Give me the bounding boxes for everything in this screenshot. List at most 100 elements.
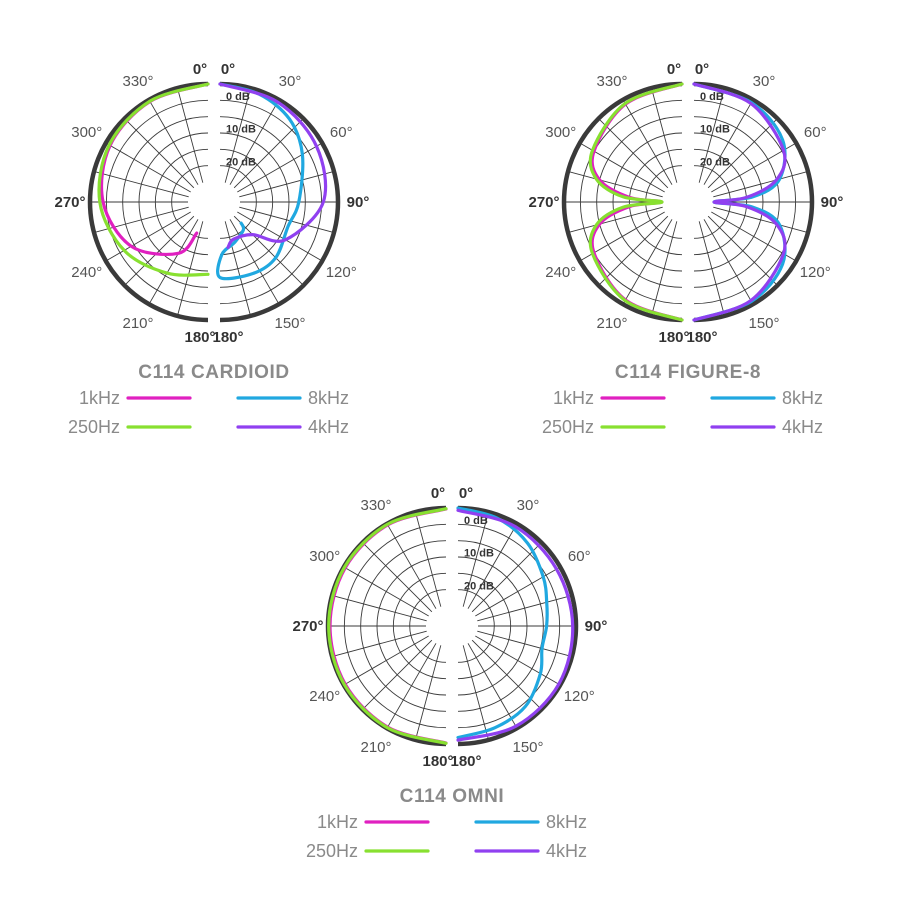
angle-label: 180° (422, 753, 453, 770)
angle-label: 60° (804, 124, 827, 141)
grid-ray (362, 542, 433, 613)
angle-label: 60° (330, 124, 353, 141)
legend-label: 8kHz (782, 388, 823, 408)
grid-ray (177, 87, 204, 183)
grid-ray (462, 511, 489, 607)
series-curve-250Hz (327, 507, 448, 745)
grid-ray (93, 171, 189, 198)
angle-label: 30° (279, 73, 302, 90)
grid-ray (177, 221, 204, 317)
grid-ray (239, 171, 335, 198)
grid-ray (567, 206, 663, 233)
legend-item-8kHz: 8kHz (236, 388, 349, 408)
grid-ray (598, 215, 669, 286)
angle-label: 30° (517, 497, 540, 514)
legend-item-250Hz: 250Hz (68, 417, 192, 437)
legend-label: 4kHz (308, 417, 349, 437)
angle-label: 120° (326, 264, 357, 281)
grid-ray (698, 221, 725, 317)
series-curve-8kHz (456, 506, 549, 740)
grid-ray (224, 87, 251, 183)
legend-item-250Hz: 250Hz (542, 417, 666, 437)
grid-ray (386, 643, 437, 729)
polar-half-left (561, 81, 683, 323)
db-label: 0 dB (464, 515, 488, 527)
grid-ray (237, 211, 323, 262)
outer-ring (87, 81, 209, 323)
series-curve-250Hz (97, 82, 210, 277)
legend-item-1kHz: 1kHz (553, 388, 666, 408)
grid-ray (343, 635, 429, 686)
angle-label: 0° (667, 61, 681, 78)
angle-label: 90° (585, 618, 608, 635)
legend-label: 8kHz (546, 812, 587, 832)
polar-half-right (693, 81, 815, 323)
angle-label: 120° (800, 264, 831, 281)
series-curve-4kHz (692, 82, 787, 322)
outer-ring (219, 81, 341, 323)
grid-ray (343, 566, 429, 617)
grid-ray (567, 171, 663, 198)
angle-label: 90° (821, 194, 844, 211)
angle-label: 330° (596, 73, 627, 90)
legend-item-250Hz: 250Hz (306, 841, 430, 861)
grid-ray (713, 171, 809, 198)
grid-ray (467, 523, 518, 609)
angle-label: 240° (309, 688, 340, 705)
angle-label: 0° (221, 61, 235, 78)
grid-ray (622, 219, 673, 305)
angle-label: 180° (450, 753, 481, 770)
chart-title: C114 OMNI (400, 786, 505, 807)
legend-item-4kHz: 4kHz (710, 417, 823, 437)
grid-ray (148, 99, 199, 185)
angle-label: 330° (360, 497, 391, 514)
legend-label: 1kHz (79, 388, 120, 408)
angle-label: 210° (122, 315, 153, 332)
grid-ray (331, 630, 427, 657)
grid-ray (224, 221, 251, 317)
angle-label: 90° (347, 194, 370, 211)
angle-label: 180° (184, 329, 215, 346)
polar-half-left (87, 81, 209, 323)
angle-label: 150° (748, 315, 779, 332)
angle-label: 150° (512, 739, 543, 756)
grid-ray (105, 211, 191, 262)
legend-item-4kHz: 4kHz (236, 417, 349, 437)
db-label: 20 dB (464, 580, 494, 592)
angle-label: 240° (545, 264, 576, 281)
db-label: 0 dB (226, 91, 250, 103)
legend-item-1kHz: 1kHz (79, 388, 192, 408)
grid-ray (471, 542, 542, 613)
legend-label: 1kHz (553, 388, 594, 408)
grid-ray (477, 595, 573, 622)
angle-label: 270° (54, 194, 85, 211)
angle-label: 180° (658, 329, 689, 346)
grid-ray (331, 595, 427, 622)
angle-label: 0° (459, 485, 473, 502)
grid-ray (233, 215, 304, 286)
legend-item-8kHz: 8kHz (710, 388, 823, 408)
grid-ray (475, 566, 561, 617)
polar-chart-2: 0 dB 10 dB 20 dB 0° 30° 60° 90° 120° 150° 180°180… (528, 61, 843, 437)
grid-ray (698, 87, 725, 183)
grid-ray (707, 118, 778, 189)
outer-ring (457, 505, 579, 747)
angle-label: 30° (753, 73, 776, 90)
legend-label: 4kHz (546, 841, 587, 861)
angle-label: 210° (360, 739, 391, 756)
angle-label: 300° (309, 548, 340, 565)
legend-label: 250Hz (68, 417, 120, 437)
grid-ray (229, 99, 280, 185)
angle-label: 240° (71, 264, 102, 281)
grid-ray (124, 118, 195, 189)
db-label: 20 dB (226, 156, 256, 168)
grid-ray (711, 142, 797, 193)
legend-item-8kHz: 8kHz (474, 812, 587, 832)
series-curve-4kHz (456, 508, 575, 742)
grid-ray (703, 99, 754, 185)
grid-ray (237, 142, 323, 193)
polar-half-right (219, 81, 341, 323)
chart-title: C114 FIGURE-8 (615, 362, 761, 383)
series-curve-8kHz (216, 82, 305, 281)
